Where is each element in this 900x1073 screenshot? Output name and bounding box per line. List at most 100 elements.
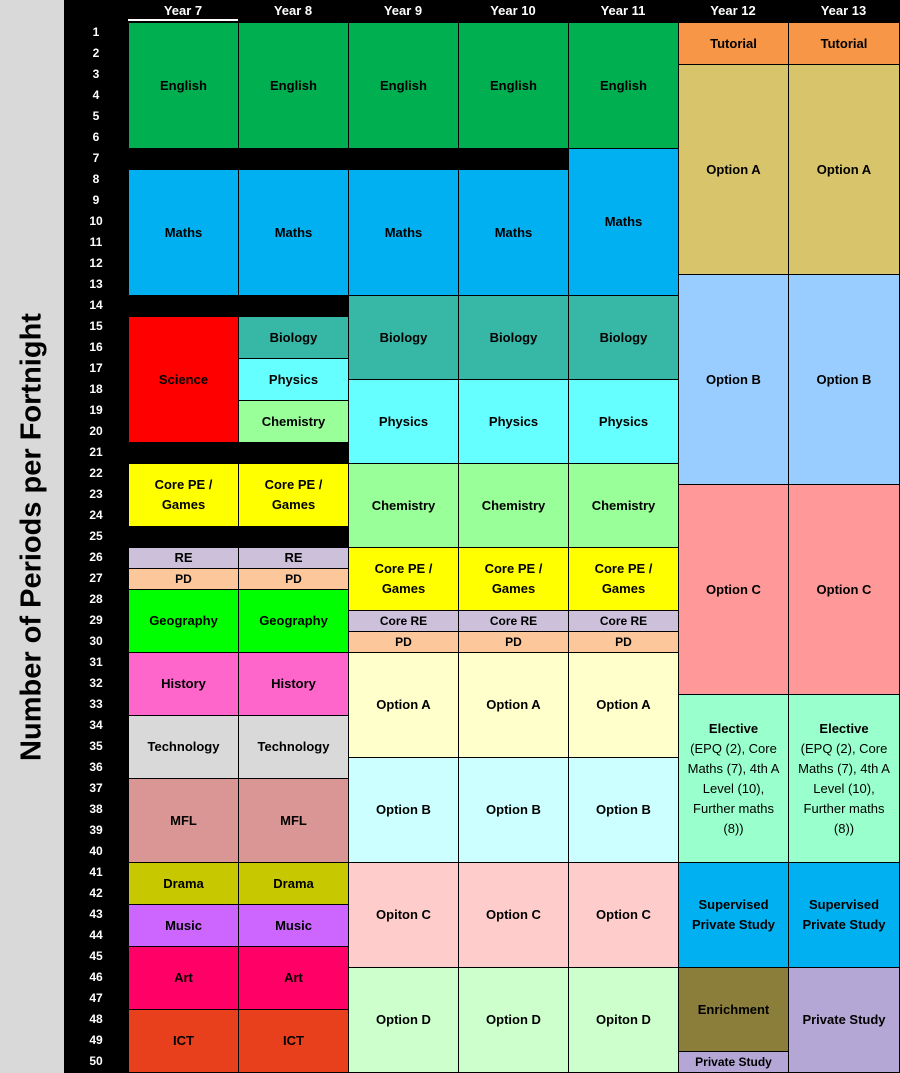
period-number: 29 (89, 613, 103, 627)
period-number: 40 (89, 844, 103, 858)
period-number: 49 (89, 1033, 103, 1047)
period-number: 9 (92, 193, 100, 207)
block-geography: Geography (128, 589, 239, 653)
period-number: 28 (89, 592, 103, 606)
block-option-b: Option B (568, 757, 679, 863)
block-opiton-c: Opiton C (348, 862, 459, 968)
block-opiton-d: Opiton D (568, 967, 679, 1073)
block-option-b: Option B (348, 757, 459, 863)
block-chemistry: Chemistry (568, 463, 679, 548)
side-title: Number of Periods per Fortnight (15, 312, 48, 761)
period-number: 34 (89, 718, 103, 732)
block-biology: Biology (348, 295, 459, 380)
block-physics: Physics (568, 379, 679, 464)
block-option-a: Option A (678, 64, 789, 275)
block-maths: Maths (348, 169, 459, 296)
block-core-pe-games: Core PE / Games (128, 463, 239, 527)
block-core-pe-games: Core PE / Games (458, 547, 569, 611)
block-supervised-private-study: Supervised Private Study (788, 862, 900, 968)
block-mfl: MFL (238, 778, 349, 863)
block-chemistry: Chemistry (238, 400, 349, 443)
block-option-a: Option A (788, 64, 900, 275)
period-number: 13 (89, 277, 103, 291)
block-music: Music (238, 904, 349, 947)
block-option-a: Option A (348, 652, 459, 758)
block-science: Science (128, 316, 239, 443)
block-english: English (238, 22, 349, 149)
block-option-d: Option D (348, 967, 459, 1073)
block-option-a: Option A (458, 652, 569, 758)
block-physics: Physics (458, 379, 569, 464)
year-header-13: Year 13 (788, 0, 899, 21)
block-history: History (238, 652, 349, 716)
block-core-re: Core RE (568, 610, 679, 632)
year-header-12: Year 12 (678, 0, 788, 21)
side-title-panel: Number of Periods per Fortnight (0, 0, 64, 1073)
period-number: 46 (89, 970, 103, 984)
period-number: 19 (89, 403, 103, 417)
block-mfl: MFL (128, 778, 239, 863)
period-number: 41 (89, 865, 103, 879)
block-option-d: Option D (458, 967, 569, 1073)
period-number: 5 (92, 109, 100, 123)
period-number: 27 (89, 571, 103, 585)
block-tutorial: Tutorial (788, 22, 900, 65)
period-number: 42 (89, 886, 103, 900)
period-number: 50 (89, 1054, 103, 1068)
block-private-study: Private Study (788, 967, 900, 1073)
block-history: History (128, 652, 239, 716)
block-core-re: Core RE (348, 610, 459, 632)
block-pd: PD (348, 631, 459, 653)
block-biology: Biology (458, 295, 569, 380)
period-number: 15 (89, 319, 103, 333)
block-technology: Technology (128, 715, 239, 779)
period-number: 18 (89, 382, 103, 396)
block-chemistry: Chemistry (458, 463, 569, 548)
block-option-c: Option C (788, 484, 900, 695)
block-supervised-private-study: Supervised Private Study (678, 862, 789, 968)
block-option-c: Option C (458, 862, 569, 968)
period-number: 25 (89, 529, 103, 543)
block-re: RE (238, 547, 349, 569)
block-pd: PD (458, 631, 569, 653)
period-number: 16 (89, 340, 103, 354)
period-number: 45 (89, 949, 103, 963)
block-english: English (348, 22, 459, 149)
block-geography: Geography (238, 589, 349, 653)
block-option-b: Option B (678, 274, 789, 485)
block-elective: Elective (EPQ (2), Core Maths (7), 4th A … (678, 694, 789, 863)
period-number: 3 (92, 67, 100, 81)
block-core-pe-games: Core PE / Games (238, 463, 349, 527)
period-number: 17 (89, 361, 103, 375)
block-music: Music (128, 904, 239, 947)
period-number: 35 (89, 739, 103, 753)
period-number: 7 (92, 151, 100, 165)
period-number: 33 (89, 697, 103, 711)
period-number: 30 (89, 634, 103, 648)
block-pd: PD (238, 568, 349, 590)
period-number: 20 (89, 424, 103, 438)
period-number: 10 (89, 214, 103, 228)
period-number: 43 (89, 907, 103, 921)
period-number: 39 (89, 823, 103, 837)
block-option-c: Option C (678, 484, 789, 695)
block-ict: ICT (128, 1009, 239, 1073)
block-maths: Maths (238, 169, 349, 296)
block-core-re: Core RE (458, 610, 569, 632)
year-header-7: Year 7 (128, 0, 238, 21)
block-elective: Elective (EPQ (2), Core Maths (7), 4th A … (788, 694, 900, 863)
block-art: Art (238, 946, 349, 1010)
block-enrichment: Enrichment (678, 967, 789, 1052)
period-number: 44 (89, 928, 103, 942)
period-number: 37 (89, 781, 103, 795)
block-private-study: Private Study (678, 1051, 789, 1073)
block-english: English (458, 22, 569, 149)
period-number: 32 (89, 676, 103, 690)
block-option-a: Option A (568, 652, 679, 758)
period-number: 11 (89, 235, 103, 249)
period-number: 4 (92, 88, 100, 102)
block-pd: PD (128, 568, 239, 590)
block-core-pe-games: Core PE / Games (348, 547, 459, 611)
block-art: Art (128, 946, 239, 1010)
